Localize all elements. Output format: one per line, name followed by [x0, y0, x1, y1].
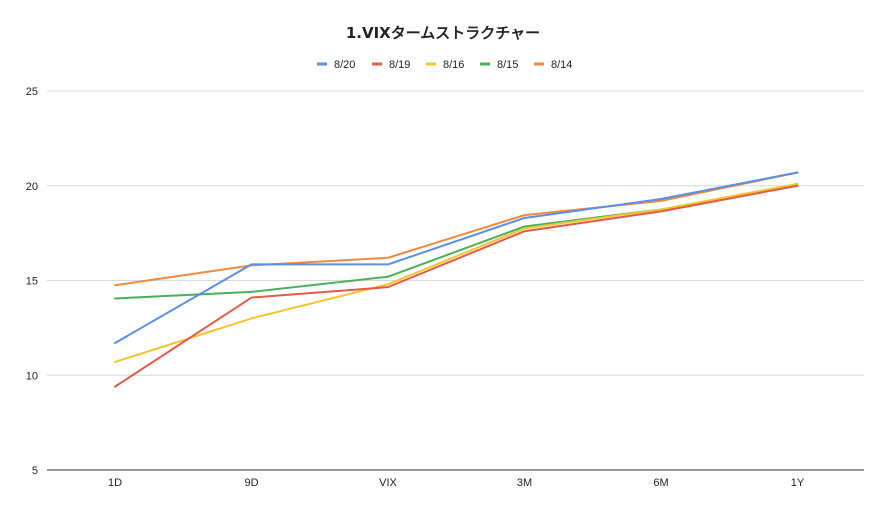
x-tick-label-3m: 3M	[517, 477, 532, 489]
x-tick-label-1y: 1Y	[791, 477, 805, 489]
x-tick-label-vix: VIX	[379, 477, 397, 489]
y-tick-label-20: 20	[26, 181, 38, 193]
series-lines	[114, 171, 799, 388]
x-tick-label-6m: 6M	[653, 477, 668, 489]
series-line-8-14	[114, 171, 799, 287]
legend-label-8-20: 8/20	[334, 59, 355, 71]
legend: 8/20 8/19 8/16 8/15 8/14	[317, 59, 572, 71]
series-line-8-20	[114, 171, 799, 345]
y-tick-label-25: 25	[26, 86, 38, 98]
x-tick-label-9d: 9D	[244, 477, 258, 489]
y-axis-tick-labels: 5 10 15 20 25	[26, 86, 38, 477]
series-line-8-19	[114, 184, 799, 388]
x-axis-tick-labels: 1D 9D VIX 3M 6M 1Y	[108, 477, 805, 489]
y-tick-label-10: 10	[26, 370, 38, 382]
x-tick-label-1d: 1D	[108, 477, 122, 489]
series-line-8-16	[114, 182, 799, 363]
legend-label-8-15: 8/15	[497, 59, 518, 71]
legend-label-8-19: 8/19	[389, 59, 410, 71]
y-tick-label-15: 15	[26, 276, 38, 288]
chart-title: 1.VIXタームストラクチャー	[346, 24, 540, 42]
gridlines	[47, 90, 864, 471]
legend-label-8-16: 8/16	[443, 59, 464, 71]
legend-label-8-14: 8/14	[551, 59, 572, 71]
y-tick-label-5: 5	[32, 465, 38, 477]
